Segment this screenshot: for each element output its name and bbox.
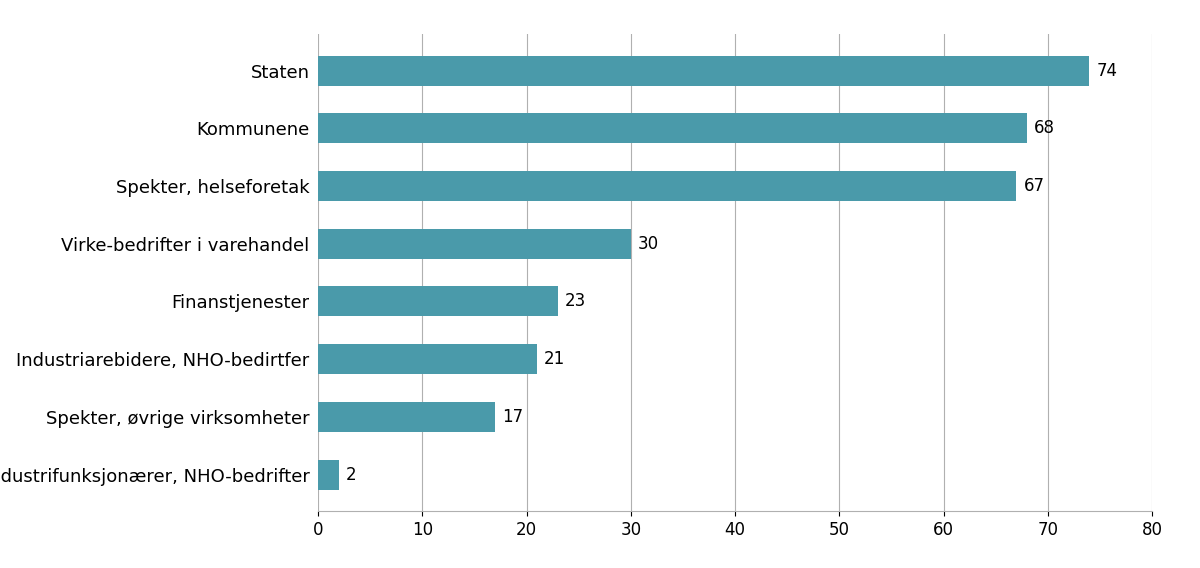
Text: 74: 74 — [1097, 62, 1117, 80]
Bar — [318, 229, 631, 259]
Text: 68: 68 — [1034, 119, 1055, 137]
Text: 30: 30 — [638, 235, 659, 253]
Text: 23: 23 — [565, 293, 587, 311]
Text: 2: 2 — [346, 466, 356, 483]
Text: 17: 17 — [503, 408, 523, 426]
Text: 21: 21 — [545, 350, 565, 368]
Text: 67: 67 — [1024, 177, 1045, 195]
Bar — [318, 460, 338, 490]
Bar — [318, 171, 1016, 201]
Bar — [318, 56, 1090, 86]
Bar — [318, 286, 558, 316]
Bar — [318, 402, 496, 432]
Bar — [318, 114, 1027, 144]
Bar — [318, 344, 536, 374]
